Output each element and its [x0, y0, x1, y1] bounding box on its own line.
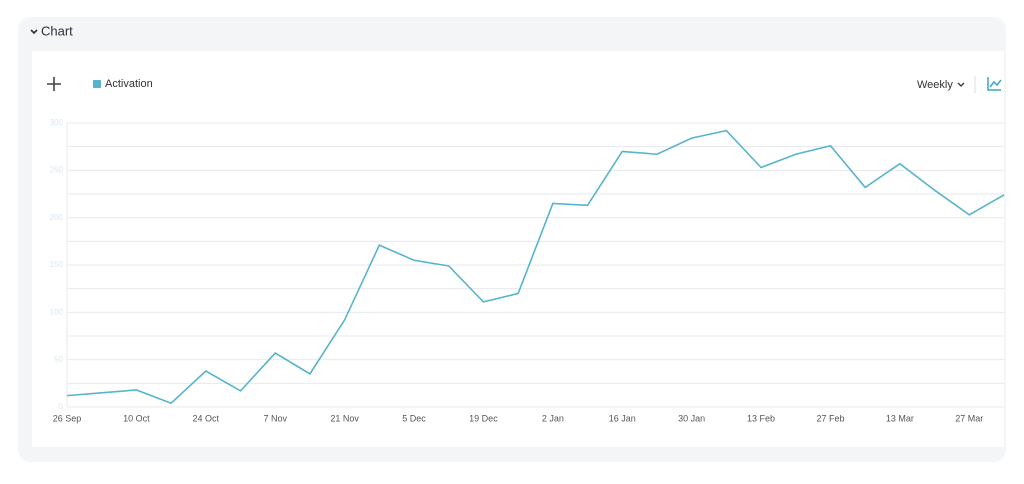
y-tick-label: 100: [50, 307, 64, 316]
x-tick-label: 10 Oct: [123, 413, 150, 423]
x-tick-label: 2 Jan: [542, 413, 564, 423]
y-tick-label: 150: [50, 260, 64, 269]
x-tick-label: 24 Oct: [193, 413, 220, 423]
card: [32, 51, 1004, 447]
x-tick-label: 13 Feb: [747, 413, 775, 423]
series-line: [66, 129, 1005, 405]
x-tick-label: 7 Nov: [263, 413, 287, 423]
x-tick-label: 19 Dec: [469, 413, 498, 423]
y-tick-label: 250: [50, 165, 64, 174]
x-tick-label: 27 Mar: [955, 413, 983, 423]
y-tick-label: 300: [50, 118, 64, 127]
period-caret[interactable]: [957, 82, 965, 87]
legend-swatch[interactable]: [93, 80, 101, 88]
y-tick-label: 200: [50, 213, 64, 222]
y-tick-label: 0: [59, 402, 64, 411]
x-tick-label: 30 Jan: [678, 413, 705, 423]
period-select[interactable]: Weekly: [917, 79, 953, 91]
x-tick-label: 27 Feb: [816, 413, 844, 423]
x-tick-label: 13 Mar: [886, 413, 914, 423]
legend-label[interactable]: Activation: [105, 78, 153, 90]
x-tick-label: 21 Nov: [330, 413, 359, 423]
panel-title[interactable]: Chart: [41, 23, 73, 38]
plot: 0 50 100 150 200 250 300 26 Sep 10 Oct 24 Oct 7 No…: [50, 118, 1005, 423]
collapse-icon[interactable]: [30, 29, 38, 35]
x-tick-label: 5 Dec: [402, 413, 426, 423]
x-tick-label: 26 Sep: [53, 413, 82, 423]
x-tick-label: 16 Jan: [609, 413, 636, 423]
chart-type-button[interactable]: [987, 77, 1002, 91]
y-tick-label: 50: [54, 355, 63, 364]
add-button[interactable]: [47, 77, 61, 91]
